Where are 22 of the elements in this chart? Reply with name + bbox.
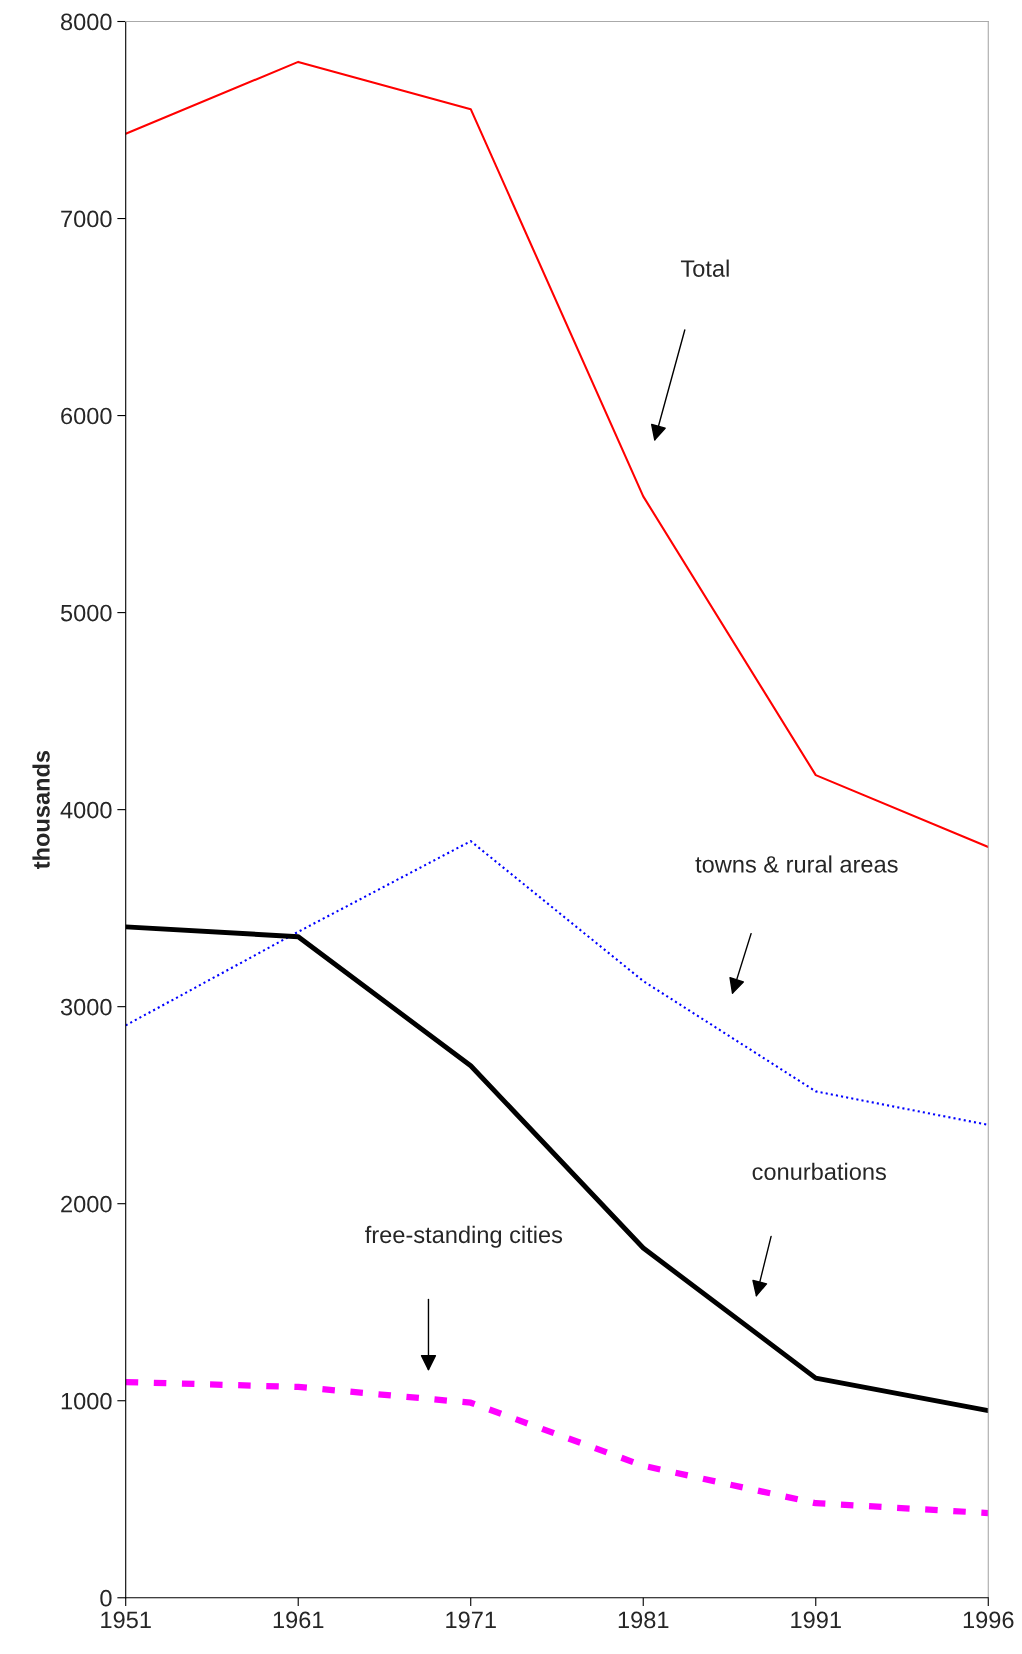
annotation: conurbations bbox=[752, 1162, 886, 1181]
y-axis-title: thousands bbox=[32, 750, 50, 870]
y-tick-label: 7000 bbox=[61, 210, 112, 228]
annotation: free-standing cities bbox=[365, 1225, 563, 1248]
y-tick-label: 0 bbox=[100, 1589, 112, 1607]
x-tick-label: 1991 bbox=[791, 1611, 841, 1629]
line-series bbox=[125, 840, 989, 1126]
x-tick-label: 1971 bbox=[446, 1611, 496, 1629]
x-tick-label: 1981 bbox=[618, 1611, 669, 1629]
y-tick-label: 1000 bbox=[61, 1392, 112, 1410]
annotation: towns & rural areas bbox=[695, 855, 898, 873]
y-tick-label: 2000 bbox=[61, 1195, 112, 1213]
line-series bbox=[125, 60, 989, 849]
y-tick-label: 3000 bbox=[60, 998, 112, 1016]
annotation: Total bbox=[680, 259, 729, 277]
x-tick-label: 1951 bbox=[101, 1611, 151, 1629]
x-tick-label: 1996 bbox=[963, 1611, 1014, 1629]
y-tick-label: 6000 bbox=[61, 407, 112, 425]
y-tick-label: 5000 bbox=[60, 604, 112, 622]
x-tick-label: 1961 bbox=[273, 1611, 324, 1629]
y-tick-label: 8000 bbox=[61, 13, 112, 31]
y-tick-label: 4000 bbox=[60, 801, 112, 819]
